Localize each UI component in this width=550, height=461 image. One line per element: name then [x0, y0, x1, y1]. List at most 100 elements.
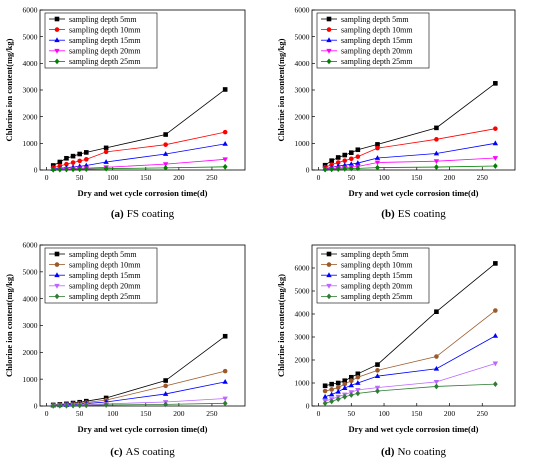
legend-entry: sampling depth 15mm	[321, 36, 413, 45]
data-point-depth-5mm	[335, 380, 341, 386]
legend-marker	[326, 48, 332, 54]
legend-marker	[54, 58, 60, 65]
legend-label: sampling depth 20mm	[341, 282, 413, 291]
x-tick-label: 50	[348, 409, 356, 418]
legend-marker	[326, 27, 332, 32]
legend-entry: sampling depth 15mm	[49, 271, 141, 280]
data-point-depth-5mm	[222, 87, 228, 92]
data-point-depth-25mm	[83, 402, 89, 409]
y-axis-label: Chlorine ion content(mg/kg)	[4, 38, 14, 141]
data-point-depth-10mm	[355, 374, 361, 380]
y-tick-label: 0	[306, 166, 310, 175]
x-tick-label: 50	[76, 173, 84, 182]
chart-panel: 0 1000 2000 3000 4000 5000 6000 0 50 100 150 200 250…	[4, 6, 246, 220]
data-point-depth-10mm	[348, 378, 354, 384]
data-point-depth-25mm	[492, 381, 498, 388]
series-depth-5mm	[50, 333, 228, 408]
legend-label: sampling depth 5mm	[69, 250, 137, 259]
data-point-depth-5mm	[322, 383, 328, 389]
series-depth-25mm	[322, 163, 498, 173]
legend-label: sampling depth 10mm	[341, 260, 413, 269]
data-point-depth-15mm	[322, 393, 328, 399]
caption-text: FS coating	[127, 208, 175, 220]
data-point-depth-25mm	[375, 164, 380, 171]
data-point-depth-25mm	[103, 402, 109, 408]
series-depth-25mm	[50, 400, 228, 409]
data-point-depth-20mm	[492, 361, 499, 367]
series-depth-5mm	[322, 261, 498, 389]
data-point-depth-25mm	[348, 392, 354, 398]
data-point-depth-5mm	[434, 309, 439, 314]
legend-marker	[54, 16, 60, 22]
data-point-depth-25mm	[342, 165, 348, 172]
panel-label: (d)	[381, 446, 395, 458]
legend-marker	[54, 27, 60, 32]
data-point-depth-15mm	[222, 140, 228, 146]
data-point-depth-25mm	[348, 165, 354, 172]
series-line-depth-5mm	[53, 335, 226, 406]
data-point-depth-20mm	[162, 162, 169, 168]
legend-entry: sampling depth 5mm	[321, 15, 409, 24]
legend-marker	[54, 293, 60, 300]
data-point-depth-5mm	[329, 381, 334, 387]
legend-entry: sampling depth 10mm	[321, 25, 413, 34]
legend-entry: sampling depth 25mm	[321, 292, 413, 301]
chart-panel: 0 1000 2000 3000 4000 5000 6000 0 50 100 150 200 250…	[276, 6, 516, 220]
data-point-depth-15mm	[492, 140, 499, 146]
data-point-depth-15mm	[374, 155, 381, 160]
y-tick-label: 5000	[23, 267, 38, 276]
legend-entry: sampling depth 25mm	[49, 57, 141, 66]
y-axis-label: Chlorine ion content(mg/kg)	[276, 38, 286, 141]
y-tick-label: 4000	[23, 59, 38, 68]
data-point-depth-20mm	[222, 396, 228, 402]
x-tick-label: 200	[444, 173, 456, 182]
series-depth-5mm	[322, 81, 498, 168]
legend-marker	[54, 262, 60, 267]
legend-marker	[54, 251, 60, 257]
legend-entry: sampling depth 5mm	[49, 15, 137, 24]
legend-marker	[54, 48, 60, 54]
y-tick-label: 5000	[295, 32, 310, 41]
data-point-depth-15mm	[348, 382, 354, 388]
data-point-depth-10mm	[342, 158, 348, 163]
series-depth-20mm	[322, 361, 499, 404]
chart-panel: 0 1000 2000 3000 4000 5000 6000 0 50 100 150 200 250…	[4, 241, 246, 458]
data-point-depth-10mm	[434, 354, 439, 359]
data-point-depth-25mm	[64, 166, 69, 173]
x-tick-label: 50	[76, 409, 84, 418]
legend-label: sampling depth 10mm	[69, 260, 141, 269]
data-point-depth-5mm	[329, 158, 334, 163]
panel-caption: (d) No coating	[381, 446, 447, 458]
data-point-depth-5mm	[335, 155, 341, 160]
panel-label: (c)	[110, 446, 123, 458]
data-point-depth-5mm	[222, 333, 228, 339]
data-point-depth-25mm	[342, 393, 348, 400]
x-tick-label: 250	[206, 409, 218, 418]
data-point-depth-5mm	[163, 132, 168, 137]
data-point-depth-25mm	[57, 166, 63, 173]
panel-label: (b)	[381, 208, 395, 220]
legend-marker	[326, 293, 332, 300]
x-axis-label: Dry and wet cycle corrosion time(d)	[78, 424, 208, 434]
legend-marker	[326, 16, 332, 22]
data-point-depth-15mm	[342, 385, 348, 390]
y-tick-label: 6000	[295, 264, 310, 273]
x-tick-label: 100	[107, 409, 119, 418]
legend-marker	[326, 37, 332, 43]
panel-caption: (a) FS coating	[111, 208, 175, 220]
x-tick-label: 100	[107, 173, 119, 182]
legend-label: sampling depth 15mm	[341, 36, 413, 45]
legend-label: sampling depth 25mm	[69, 292, 141, 301]
data-point-depth-25mm	[57, 402, 63, 409]
y-tick-label: 0	[306, 402, 310, 411]
y-tick-label: 6000	[23, 241, 38, 250]
legend-entry: sampling depth 10mm	[49, 260, 141, 269]
x-axis-label: Dry and wet cycle corrosion time(d)	[349, 188, 479, 198]
legend-label: sampling depth 25mm	[341, 57, 413, 66]
data-point-depth-25mm	[64, 402, 69, 409]
data-point-depth-10mm	[77, 158, 82, 164]
x-tick-label: 0	[45, 173, 49, 182]
